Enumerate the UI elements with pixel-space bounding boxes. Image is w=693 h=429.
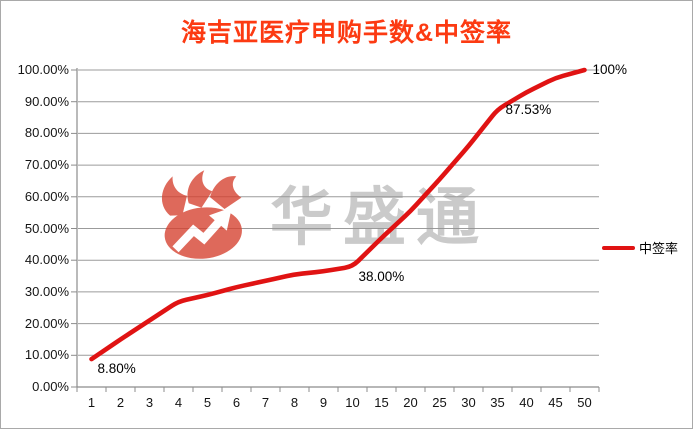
- legend-series-label: 中签率: [639, 241, 679, 256]
- legend[interactable]: 中签率: [602, 238, 678, 257]
- huashengtong-flame-logo-icon: [162, 170, 242, 259]
- watermark: 华盛通: [150, 168, 489, 268]
- watermark-text: 华盛通: [270, 182, 489, 253]
- legend-line-marker: [602, 245, 635, 250]
- chart-title: 海吉亚医疗申购手数&中签率: [180, 19, 513, 47]
